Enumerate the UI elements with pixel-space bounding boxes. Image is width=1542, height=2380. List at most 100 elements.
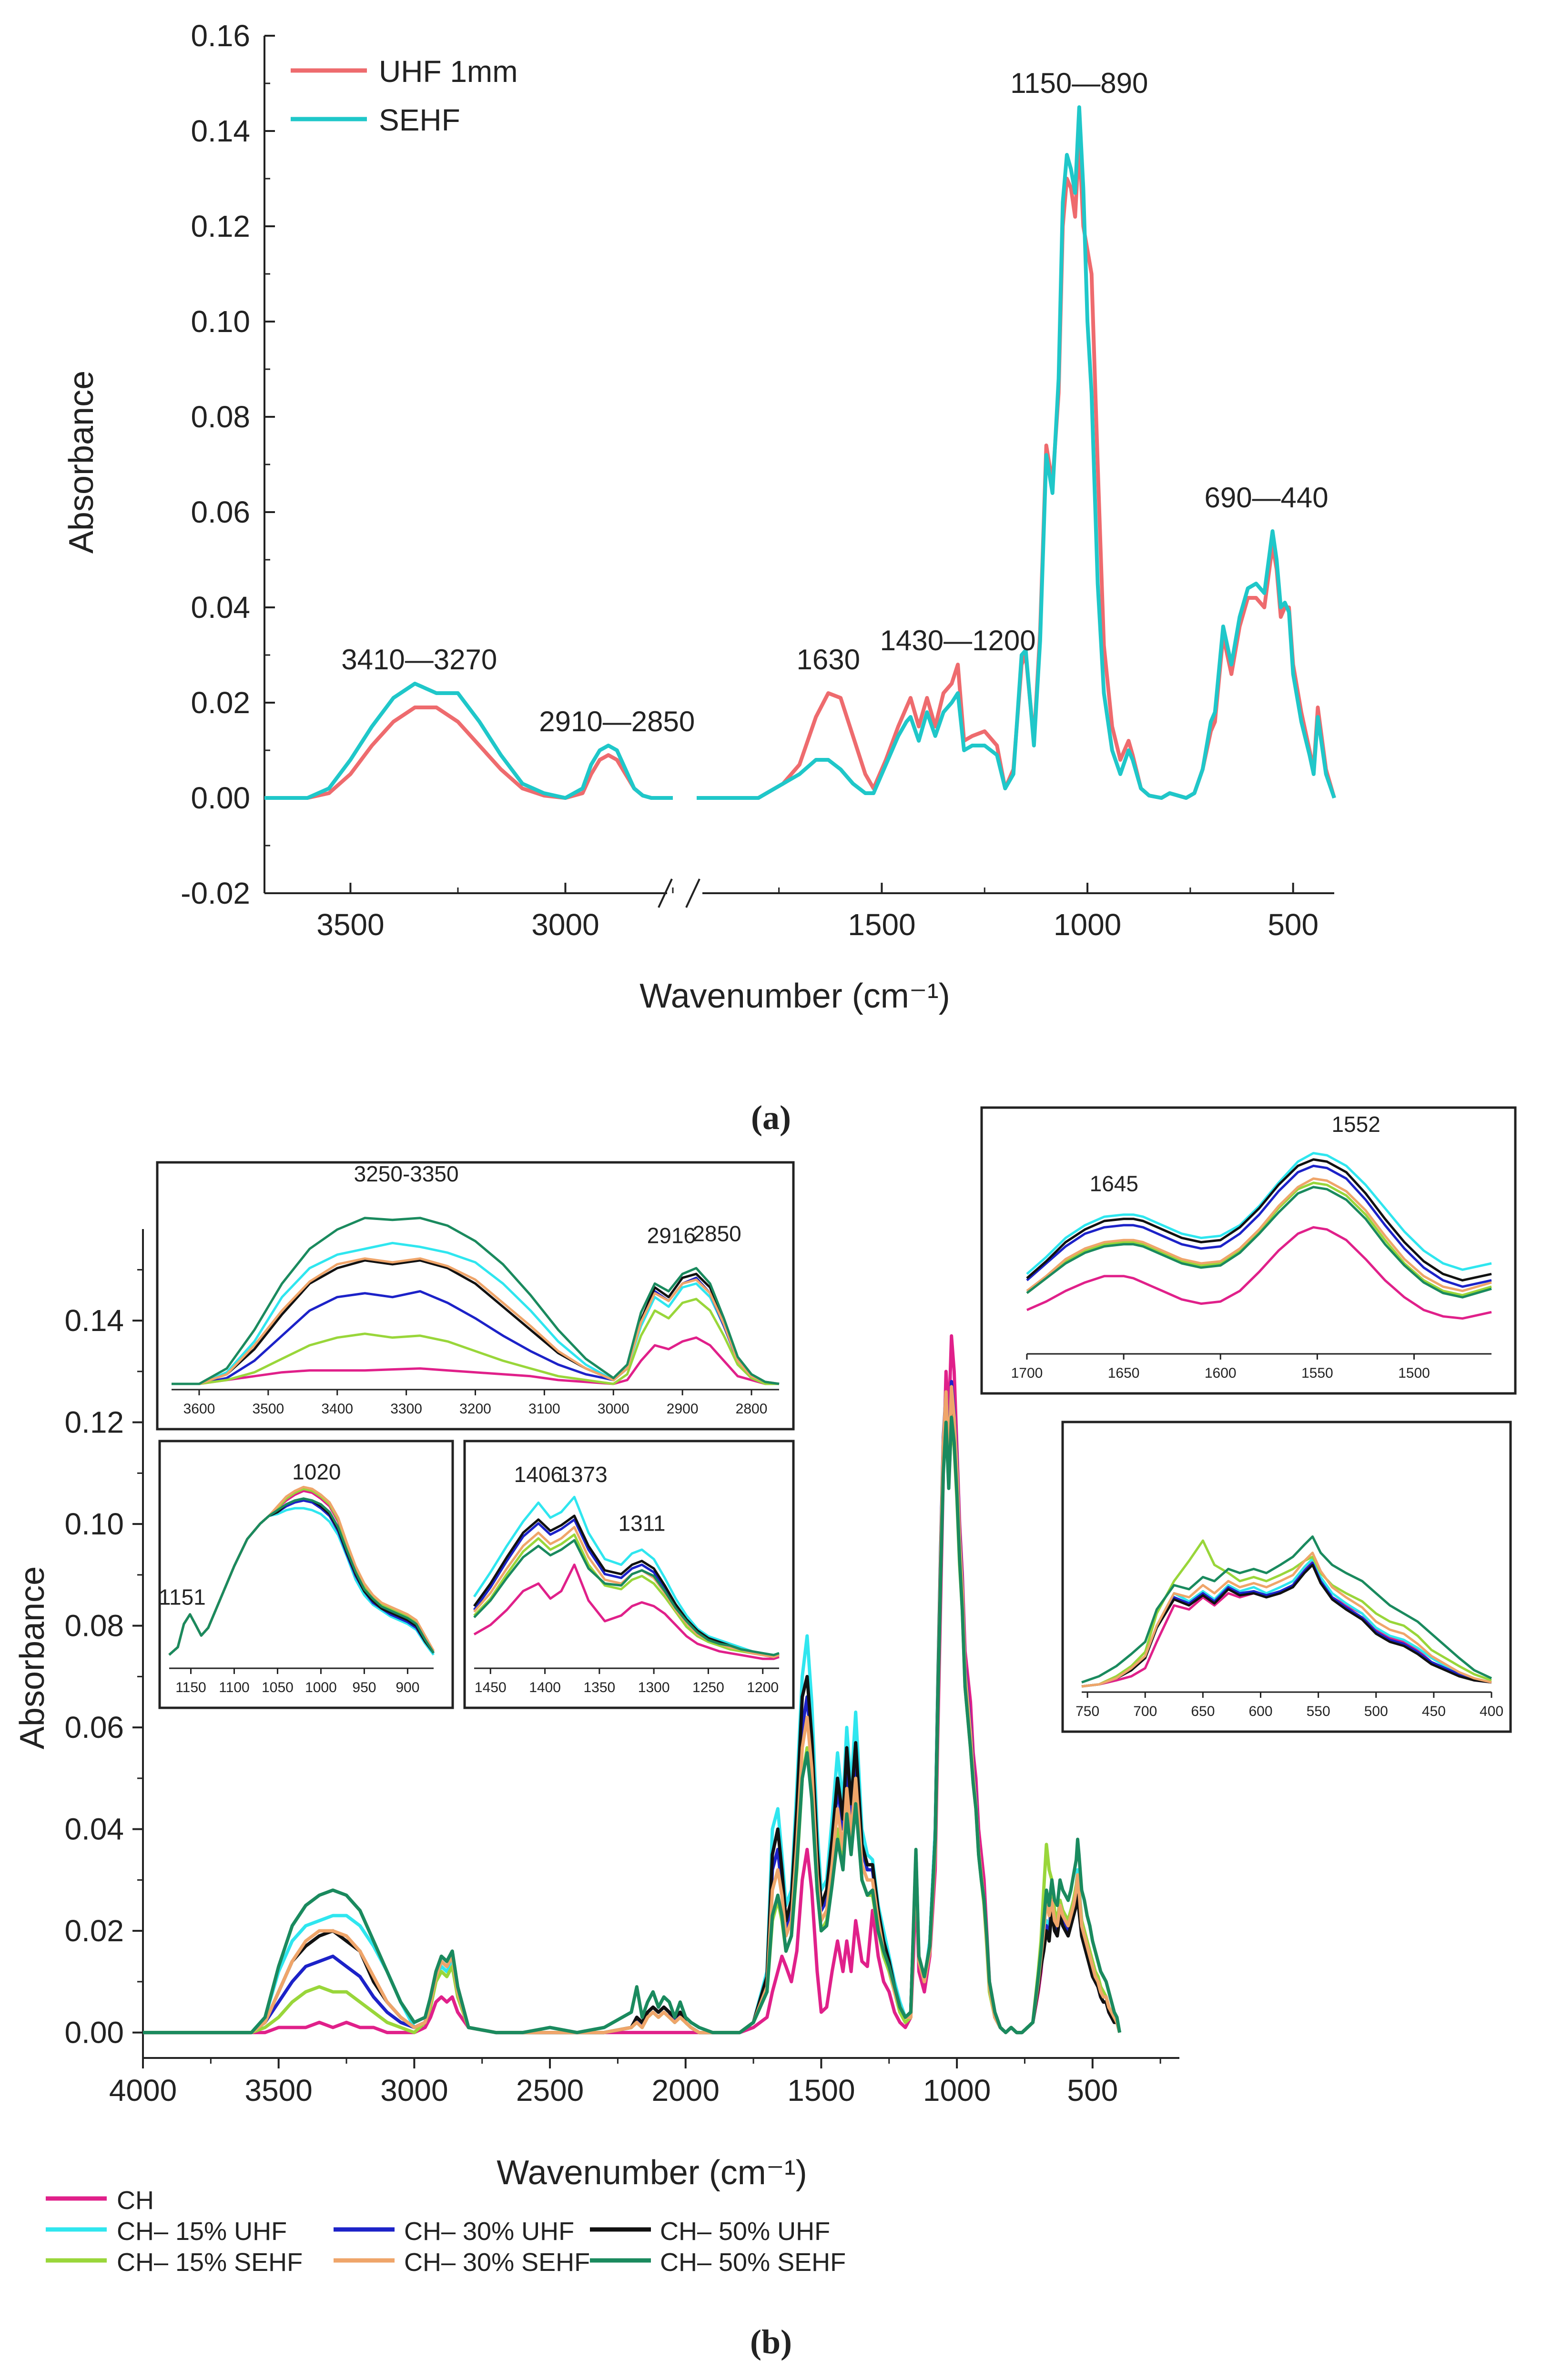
chart-b-inset-series-line-ch30sehf bbox=[1081, 1552, 1492, 1688]
legend-label-sehf: SEHF bbox=[379, 103, 460, 137]
chart-b-inset-x-tick-label: 1650 bbox=[1108, 1365, 1140, 1381]
chart-b-inset-b5: 750 700 650 600 550 500 450 400 bbox=[1061, 1421, 1512, 1733]
chart-b-inset-x-tick-label: 1550 bbox=[1301, 1365, 1333, 1381]
chart-b-inset-x-tick-label: 1100 bbox=[219, 1680, 250, 1695]
chart-a-y-tick-label: 0.04 bbox=[191, 590, 250, 625]
chart-b-inset-x-tick-label: 550 bbox=[1307, 1704, 1330, 1719]
chart-b-x-tick-label: 3000 bbox=[380, 2073, 448, 2108]
chart-b-inset-x-tick-label: 2900 bbox=[667, 1401, 699, 1417]
chart-b-inset-frame bbox=[463, 1440, 795, 1709]
chart-b-inset-series-line-ch15sehf bbox=[1026, 1181, 1492, 1297]
chart-b-inset-b3: 1150 1100 1050 1000 950 900 1020 1151 bbox=[158, 1440, 454, 1709]
chart-b-inset-x-tick-label: 1150 bbox=[175, 1680, 206, 1695]
chart-a-annotation: 3410—3270 bbox=[341, 644, 497, 676]
chart-b-inset-series-line-ch30uhf bbox=[1026, 1164, 1492, 1288]
chart-b-inset-x-tick-label: 1450 bbox=[475, 1680, 507, 1695]
legend-label-ch-30-uhf: CH– 30% UHF bbox=[404, 2217, 574, 2246]
chart-b-inset-annotation: 2850 bbox=[692, 1221, 741, 1246]
chart-a-y-tick-label: 0.16 bbox=[191, 19, 250, 53]
chart-b-inset-x-tick-label: 600 bbox=[1248, 1704, 1272, 1719]
chart-b-series-group bbox=[143, 1334, 1122, 2035]
chart-b-inset-x-tick-label: 450 bbox=[1422, 1704, 1446, 1719]
chart-b-y-tick-label: 0.10 bbox=[64, 1507, 124, 1541]
chart-b-inset-x-tick-label: 950 bbox=[352, 1680, 376, 1695]
chart-b-y-tick-label: 0.04 bbox=[64, 1812, 124, 1846]
chart-a-y-tick-label: 0.12 bbox=[191, 209, 250, 243]
chart-b-inset-series-line-ch15uhf bbox=[473, 1495, 780, 1656]
chart-b-series-line-ch-50-sehf bbox=[143, 1415, 1122, 2035]
chart-a-annotation: 2910—2850 bbox=[539, 706, 695, 737]
chart-b-inset-b1: 3600 3500 3400 3300 3200 3100 3000 2900 2800 3250… bbox=[156, 1161, 795, 1431]
legend-label-ch-30-sehf: CH– 30% SEHF bbox=[404, 2248, 590, 2277]
chart-a-x-tick-label: 1500 bbox=[848, 908, 915, 942]
chart-b-inset-x-tick-label: 1300 bbox=[638, 1680, 670, 1695]
chart-b-x-tick-label: 2000 bbox=[652, 2073, 720, 2108]
chart-b-inset-x-tick-label: 1600 bbox=[1205, 1365, 1237, 1381]
chart-b-inset-series-line-ch bbox=[1026, 1226, 1492, 1320]
chart-b-y-tick-label: 0.14 bbox=[64, 1303, 124, 1338]
chart-b-inset-x-tick-label: 3500 bbox=[252, 1401, 284, 1417]
chart-a-y-tick-label: 0.14 bbox=[191, 114, 250, 148]
chart-b-y-tick-label: 0.02 bbox=[64, 1914, 124, 1948]
chart-b-insets: 3600 3500 3400 3300 3200 3100 3000 2900 2800 3250… bbox=[156, 1106, 1517, 1733]
chart-b: 0.00 0.02 0.04 0.06 0.08 0.10 0.12 0.14 4000 3500… bbox=[13, 1106, 1517, 2277]
chart-b-inset-x-tick-label: 1500 bbox=[1398, 1365, 1430, 1381]
chart-b-inset-frame bbox=[158, 1440, 454, 1709]
chart-b-inset-series-line-ch30sehf bbox=[1026, 1177, 1492, 1292]
chart-b-inset-x-tick-label: 1350 bbox=[583, 1680, 615, 1695]
chart-b-x-tick-label: 1500 bbox=[787, 2073, 855, 2108]
chart-a-annotation: 1150—890 bbox=[1010, 67, 1148, 99]
chart-b-inset-x-tick-label: 1250 bbox=[692, 1680, 724, 1695]
chart-b-inset-series-line-ch bbox=[473, 1563, 780, 1660]
chart-b-inset-series-line-ch30sehf bbox=[172, 1257, 780, 1385]
chart-b-y-tick-label: 0.08 bbox=[64, 1609, 124, 1643]
chart-b-x-axis-label: Wavenumber (cm⁻¹) bbox=[497, 2154, 807, 2192]
chart-b-inset-x-tick-label: 1050 bbox=[262, 1680, 294, 1695]
chart-b-inset-annotation: 3250-3350 bbox=[354, 1161, 459, 1186]
chart-b-y-tick-label: 0.00 bbox=[64, 2016, 124, 2050]
chart-b-inset-series-line-ch15sehf bbox=[1081, 1539, 1492, 1688]
chart-a-y-tick-label: 0.02 bbox=[191, 686, 250, 720]
chart-b-inset-x-tick-label: 1000 bbox=[305, 1680, 337, 1695]
chart-b-inset-series-line-ch50uhf bbox=[1026, 1158, 1492, 1282]
chart-b-legend: CH CH– 15% UHF CH– 30% UHF CH– 50% UHF C… bbox=[46, 2186, 846, 2277]
chart-a-x-tick-label: 3000 bbox=[531, 908, 599, 942]
chart-a-annotations: 3410—3270 2910—2850 1630 1430—1200 1150—890 6… bbox=[341, 67, 1328, 737]
chart-b-inset-annotation: 1151 bbox=[159, 1585, 206, 1610]
legend-label-ch: CH bbox=[117, 2186, 154, 2215]
chart-a-annotation: 690—440 bbox=[1204, 482, 1328, 514]
chart-a-y-tick-label: 0.00 bbox=[191, 781, 250, 815]
chart-a-annotation: 1630 bbox=[796, 644, 860, 676]
chart-b-x-tick-label: 4000 bbox=[109, 2073, 177, 2108]
chart-b-inset-x-tick-label: 3600 bbox=[183, 1401, 215, 1417]
chart-a-legend: UHF 1mm SEHF bbox=[291, 54, 518, 137]
chart-b-inset-annotation: 1311 bbox=[619, 1511, 666, 1536]
chart-b-inset-series-line-ch bbox=[172, 1336, 779, 1385]
chart-b-inset-x-tick-label: 700 bbox=[1133, 1704, 1157, 1719]
chart-b-inset-x-tick-label: 3100 bbox=[528, 1401, 560, 1417]
chart-b-inset-x-tick-label: 3000 bbox=[598, 1401, 629, 1417]
chart-b-x-tick-label: 1000 bbox=[923, 2073, 991, 2108]
chart-b-inset-x-tick-label: 1400 bbox=[529, 1680, 561, 1695]
chart-b-inset-x-tick-label: 900 bbox=[396, 1680, 419, 1695]
legend-label-ch-50-sehf: CH– 50% SEHF bbox=[660, 2248, 846, 2277]
chart-a-y-axis-label: Absorbance bbox=[62, 371, 101, 554]
chart-b-x-tick-label: 500 bbox=[1067, 2073, 1118, 2108]
legend-label-uhf-1mm: UHF 1mm bbox=[379, 54, 518, 89]
caption-a: (a) bbox=[751, 1099, 791, 1137]
chart-b-inset-annotation: 1406 bbox=[514, 1462, 563, 1487]
chart-a-x-tick-label: 1000 bbox=[1054, 908, 1121, 942]
chart-b-x-tick-label: 2500 bbox=[516, 2073, 584, 2108]
chart-b-inset-x-tick-label: 1700 bbox=[1011, 1365, 1043, 1381]
chart-b-inset-series-line-ch50sehf bbox=[168, 1497, 435, 1656]
chart-b-y-axis-label: Absorbance bbox=[13, 1566, 51, 1749]
chart-b-inset-x-tick-label: 400 bbox=[1480, 1704, 1503, 1719]
chart-a-annotation: 1430—1200 bbox=[880, 625, 1036, 656]
chart-b-inset-series-line-ch50sehf bbox=[1081, 1535, 1492, 1684]
legend-label-ch-50-uhf: CH– 50% UHF bbox=[660, 2217, 830, 2246]
chart-a-y-tick-label: -0.02 bbox=[181, 876, 250, 910]
chart-b-inset-annotation: 1552 bbox=[1331, 1112, 1380, 1137]
chart-b-inset-x-tick-label: 3400 bbox=[321, 1401, 353, 1417]
